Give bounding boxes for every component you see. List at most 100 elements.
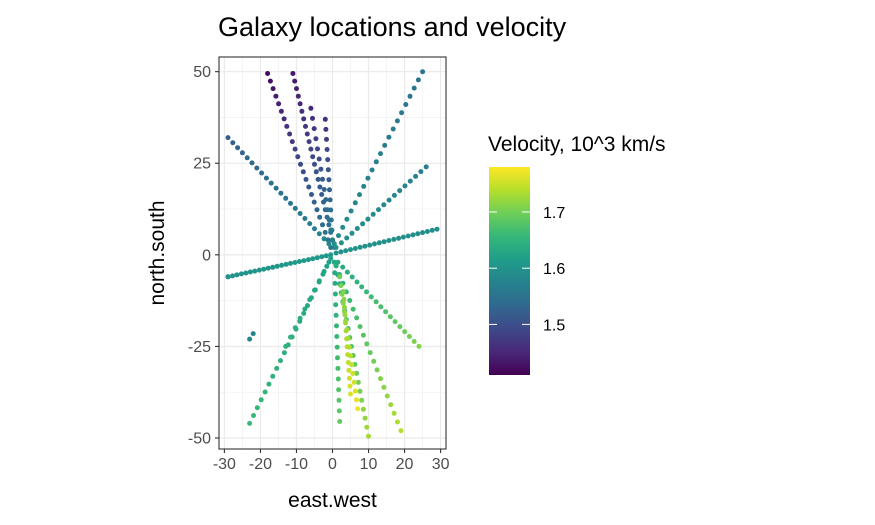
data-point [310,256,316,262]
data-point [351,379,357,385]
data-point [424,229,430,234]
data-point [299,108,305,114]
data-point [263,175,269,181]
grid-major [219,57,446,449]
data-point [266,381,272,387]
data-point [362,415,368,421]
data-point [346,367,352,373]
data-point [395,419,400,425]
data-point [336,397,342,403]
data-point [292,260,298,265]
data-point [320,176,325,182]
data-point [357,388,363,394]
data-point [238,271,244,277]
data-point [397,324,403,330]
data-point [396,235,402,241]
data-point [338,249,344,255]
data-point [335,376,341,382]
data-point [323,126,329,132]
data-point [292,325,298,331]
x-tick-label: -10 [285,456,308,473]
data-point [312,226,317,232]
data-point [357,192,362,198]
data-point [407,178,413,184]
data-point [340,264,346,270]
data-point [390,126,396,132]
data-point [303,123,308,129]
data-point [360,332,366,338]
data-point [287,131,293,137]
data-point [434,226,440,232]
data-point [322,116,328,122]
data-point [357,324,363,330]
data-point [315,176,321,182]
data-point [397,188,403,194]
data-point [319,254,325,260]
x-axis-title: east.west [288,489,377,512]
data-point [372,241,377,247]
data-point [304,131,310,137]
data-point [381,384,387,390]
data-point [244,155,250,161]
legend-tick-label: 1.5 [543,317,565,334]
data-point [314,207,320,213]
data-point [336,408,342,414]
data-point [329,227,335,233]
data-point [360,221,366,227]
data-point [354,315,360,321]
data-point [354,370,360,376]
data-point [278,108,284,114]
data-point [383,309,389,315]
data-point [288,260,293,266]
data-point [341,296,347,302]
data-point [320,222,325,228]
data-point [324,136,329,142]
data-point [381,239,387,245]
data-point [333,312,339,318]
data-point [365,216,371,222]
data-point [378,304,384,310]
legend-ticks: 1.5 1.6 1.7 [489,205,565,334]
data-point [344,235,350,241]
data-point [301,116,307,122]
legend-colorbar [489,167,530,375]
legend-title: Velocity, 10^3 km/s [488,133,666,156]
data-point [334,334,340,339]
data-point [333,250,339,256]
data-point [413,173,419,179]
data-point [319,192,325,197]
data-point [381,202,387,208]
data-point [305,303,310,309]
data-point [332,280,338,286]
data-point [328,217,334,223]
data-point [278,358,283,364]
data-point [378,376,383,382]
data-point [388,402,394,408]
data-point [361,183,367,189]
data-point [334,323,339,329]
data-point [305,257,311,263]
data-point [225,135,231,141]
data-point [378,151,383,157]
data-point [398,428,404,434]
data-point [367,350,373,356]
data-point [326,177,332,183]
data-point [258,397,264,403]
data-point [411,85,417,91]
data-point [376,240,382,246]
data-point [344,336,350,342]
data-point [335,365,341,371]
data-point [294,86,299,92]
data-point [354,226,360,231]
data-point [324,263,330,269]
legend-tick-label: 1.6 [543,261,565,278]
data-point [326,241,332,247]
data-point [254,405,260,411]
data-point [265,265,271,271]
data-point [335,259,341,265]
data-point [323,197,329,203]
data-point [429,227,435,233]
data-point [312,161,317,167]
data-point [235,145,241,151]
data-point [406,334,412,339]
